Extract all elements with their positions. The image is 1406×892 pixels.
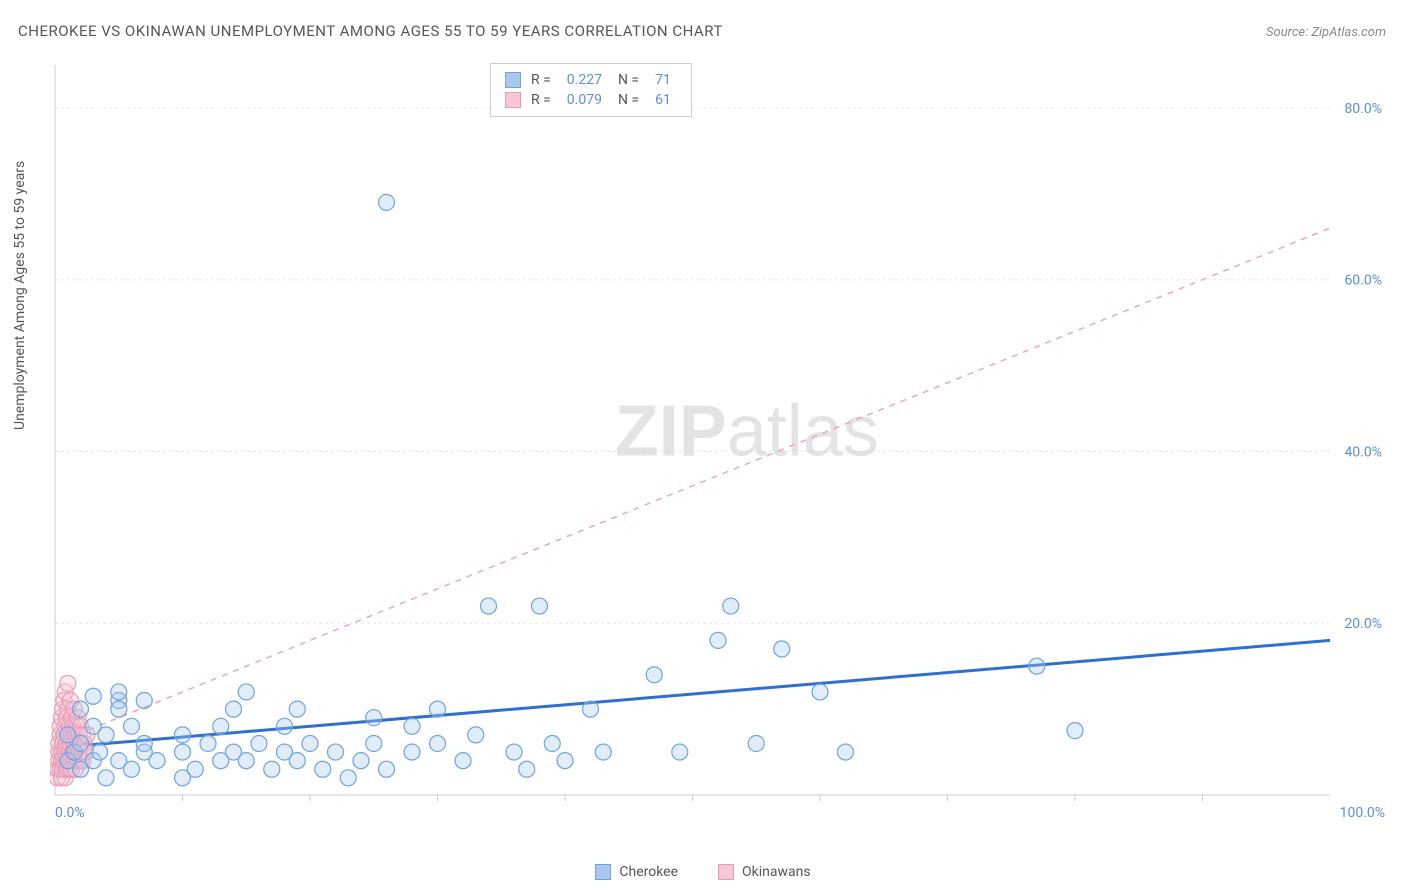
n-label: N = [618, 92, 639, 108]
svg-text:60.0%: 60.0% [1344, 273, 1382, 289]
svg-text:0.0%: 0.0% [55, 805, 85, 821]
r-value-okinawans: 0.079 [567, 92, 602, 108]
n-label: N = [618, 72, 639, 88]
r-label: R = [531, 72, 551, 88]
scatter-plot-svg: 20.0% 40.0% 60.0% 80.0% 0.0% 100.0% ZIPatlas [50, 55, 1390, 825]
chart-plot-area: 20.0% 40.0% 60.0% 80.0% 0.0% 100.0% ZIPatlas [50, 55, 1390, 825]
r-value-cherokee: 0.227 [567, 72, 602, 88]
r-label: R = [531, 92, 551, 108]
source-attribution: Source: ZipAtlas.com [1266, 25, 1386, 40]
swatch-cherokee [505, 72, 521, 88]
legend-label-cherokee: Cherokee [619, 864, 678, 880]
chart-title: CHEROKEE VS OKINAWAN UNEMPLOYMENT AMONG … [18, 22, 723, 40]
svg-text:40.0%: 40.0% [1344, 444, 1382, 460]
swatch-okinawans [505, 92, 521, 108]
legend-item-cherokee: Cherokee [595, 864, 678, 880]
legend-item-okinawans: Okinawans [718, 864, 811, 880]
svg-text:100.0%: 100.0% [1340, 805, 1385, 821]
svg-text:ZIPatlas: ZIPatlas [615, 391, 879, 471]
svg-text:20.0%: 20.0% [1344, 616, 1382, 632]
stats-row-okinawans: R = 0.079 N = 61 [505, 90, 677, 110]
y-axis-label: Unemployment Among Ages 55 to 59 years [12, 161, 28, 430]
legend-swatch-cherokee [595, 864, 611, 880]
legend-label-okinawans: Okinawans [742, 864, 811, 880]
correlation-stats-box: R = 0.227 N = 71 R = 0.079 N = 61 [490, 63, 692, 117]
n-value-cherokee: 71 [655, 72, 671, 88]
legend: Cherokee Okinawans [0, 864, 1406, 880]
stats-row-cherokee: R = 0.227 N = 71 [505, 70, 677, 90]
source-name: ZipAtlas.com [1311, 25, 1386, 40]
legend-swatch-okinawans [718, 864, 734, 880]
source-prefix: Source: [1266, 25, 1311, 40]
n-value-okinawans: 61 [655, 92, 671, 108]
svg-text:80.0%: 80.0% [1344, 101, 1382, 117]
